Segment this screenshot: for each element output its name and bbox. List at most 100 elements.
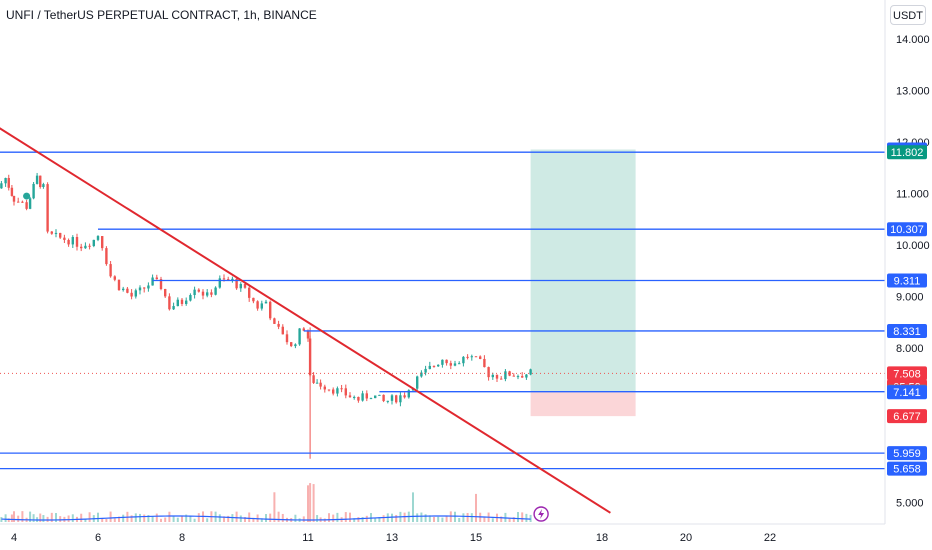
price-badge-label: 6.677 bbox=[893, 411, 921, 423]
candle-body bbox=[39, 175, 42, 187]
candle-body bbox=[50, 231, 53, 234]
candle-body bbox=[176, 299, 179, 307]
price-badge-label: 5.658 bbox=[893, 464, 921, 476]
candle-body bbox=[32, 183, 35, 199]
volume-bar bbox=[273, 492, 276, 522]
candle-body bbox=[155, 277, 158, 280]
volume-bar bbox=[370, 513, 372, 522]
volume-bar bbox=[21, 511, 24, 522]
candle-body bbox=[315, 382, 319, 384]
volume-bar bbox=[416, 513, 419, 522]
candle-body bbox=[252, 297, 255, 302]
volume-bar bbox=[412, 492, 414, 522]
candle-body bbox=[470, 356, 473, 358]
currency-button[interactable]: USDT bbox=[890, 5, 926, 25]
lightning-bolt-icon bbox=[538, 509, 545, 519]
candle-body bbox=[378, 394, 381, 396]
volume-bar bbox=[113, 518, 116, 522]
candle-body bbox=[80, 246, 83, 249]
volume-bar bbox=[10, 514, 13, 522]
volume-bar bbox=[105, 518, 108, 522]
candle-body bbox=[214, 287, 217, 295]
volume-bar bbox=[29, 511, 32, 522]
candle-body bbox=[134, 290, 137, 297]
candle-body bbox=[243, 283, 247, 288]
candle-body bbox=[474, 356, 478, 358]
candle-body bbox=[382, 394, 385, 402]
volume-bar bbox=[134, 513, 137, 522]
candle-body bbox=[306, 330, 310, 339]
volume-bar bbox=[252, 517, 255, 522]
candle-body bbox=[0, 183, 3, 189]
candle-body bbox=[42, 184, 45, 187]
candle-body bbox=[92, 239, 95, 247]
volume-bar bbox=[139, 513, 141, 522]
volume-bar bbox=[525, 513, 528, 522]
candle-body bbox=[12, 195, 16, 202]
candle-body bbox=[172, 306, 175, 310]
candle-body bbox=[126, 288, 129, 293]
candle-body bbox=[369, 398, 373, 400]
candle-body bbox=[269, 301, 272, 319]
stop-zone bbox=[530, 392, 636, 417]
time-tick-label: 11 bbox=[302, 532, 313, 544]
volume-bar bbox=[67, 515, 70, 522]
candle-body bbox=[441, 359, 444, 365]
candle-body bbox=[449, 363, 452, 366]
candle-body bbox=[491, 374, 494, 378]
candle-body bbox=[54, 232, 58, 234]
candle-body bbox=[386, 400, 389, 402]
volume-bar bbox=[55, 513, 57, 522]
price-badge bbox=[887, 273, 927, 288]
candle-body bbox=[479, 356, 482, 359]
volume-bar bbox=[374, 517, 377, 522]
volume-bar bbox=[248, 512, 251, 522]
candle-body bbox=[294, 344, 297, 347]
volume-bar bbox=[147, 514, 150, 522]
volume-bar bbox=[193, 518, 196, 522]
candle-body bbox=[201, 291, 205, 296]
volume-bar bbox=[281, 513, 284, 522]
candle-body bbox=[340, 388, 343, 390]
volume-pane bbox=[0, 483, 532, 522]
candle-body bbox=[218, 278, 221, 288]
candle-body bbox=[353, 396, 356, 398]
candle-body bbox=[159, 279, 163, 289]
candle-body bbox=[277, 323, 280, 327]
volume-bar bbox=[13, 511, 15, 522]
volume-bar bbox=[361, 517, 364, 522]
volume-bar bbox=[109, 511, 112, 522]
candle-body bbox=[67, 239, 70, 245]
volume-ma-line bbox=[1, 515, 531, 521]
volume-bar bbox=[130, 515, 133, 522]
volume-bar bbox=[269, 513, 272, 522]
candle-body bbox=[312, 375, 315, 383]
volume-bar bbox=[332, 514, 335, 522]
candle-body bbox=[500, 378, 503, 380]
volume-bar bbox=[235, 511, 238, 522]
candle-body bbox=[143, 287, 146, 289]
candle-body bbox=[109, 264, 112, 277]
volume-bar bbox=[260, 518, 263, 522]
price-tick-label: 13.000 bbox=[896, 86, 930, 98]
candle-body bbox=[285, 334, 289, 343]
volume-bar bbox=[80, 513, 83, 522]
time-tick-label: 20 bbox=[680, 532, 692, 544]
candle-body bbox=[96, 236, 100, 240]
price-axis: 14.00013.00012.00011.00010.0009.0008.000… bbox=[884, 0, 930, 524]
volume-bar bbox=[42, 515, 45, 522]
price-badge bbox=[887, 323, 927, 338]
signal-dot bbox=[23, 192, 31, 200]
candle-body bbox=[71, 237, 74, 245]
volume-bar bbox=[168, 511, 171, 522]
candle-body bbox=[17, 201, 20, 203]
candle-body bbox=[180, 299, 184, 304]
volume-bar bbox=[378, 517, 381, 522]
candle-body bbox=[46, 184, 49, 232]
price-tick-label: 5.000 bbox=[896, 498, 924, 510]
volume-bar bbox=[336, 512, 339, 522]
candle-body bbox=[88, 245, 91, 247]
volume-bar bbox=[227, 515, 230, 522]
candle-body bbox=[323, 386, 326, 390]
